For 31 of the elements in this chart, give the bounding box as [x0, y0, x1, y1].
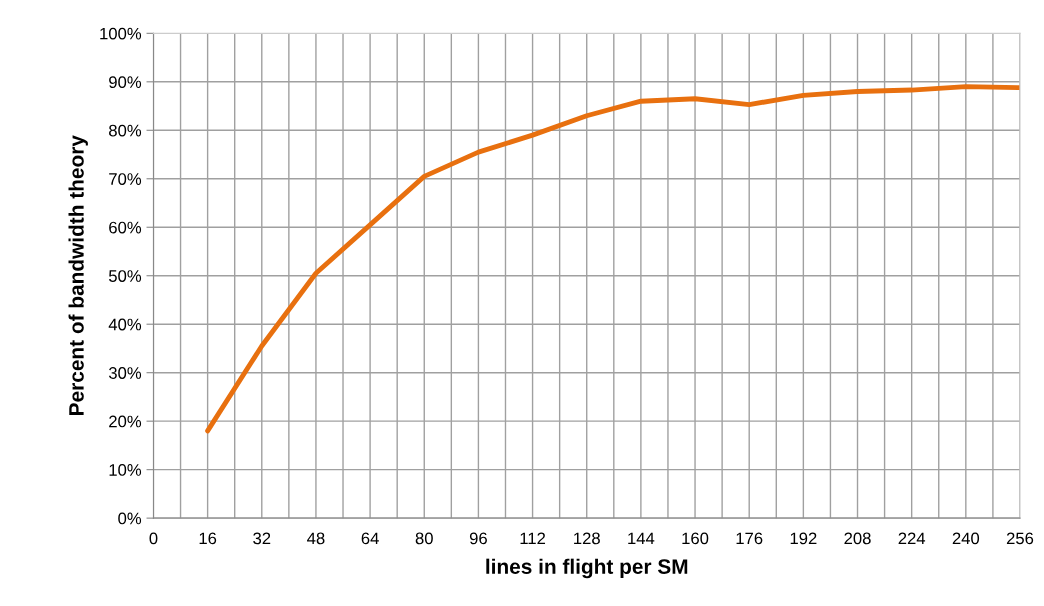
- x-tick-label: 160: [682, 532, 709, 545]
- y-tick-label: 40%: [108, 318, 142, 331]
- y-tick-label: 30%: [108, 367, 142, 379]
- x-tick-label: 64: [361, 532, 379, 545]
- y-tick-label: 20%: [109, 415, 142, 428]
- x-tick-label: 256: [1006, 532, 1034, 545]
- x-tick-label: 32: [253, 532, 271, 545]
- x-tick-label: 224: [898, 532, 926, 545]
- x-axis-title: lines in flight per SM: [486, 558, 688, 579]
- y-tick-label: 70%: [109, 173, 142, 185]
- x-tick-label: 16: [199, 532, 217, 545]
- y-tick-label: 0%: [118, 512, 142, 525]
- y-tick-label: 100%: [100, 27, 142, 40]
- x-tick-label: 0: [149, 532, 158, 545]
- x-tick-label: 128: [574, 532, 600, 545]
- line-series: [205, 84, 1020, 434]
- x-tick-label: 112: [520, 532, 546, 545]
- x-tick-label: 144: [628, 532, 655, 545]
- y-tick-label: 50%: [108, 270, 142, 282]
- y-tick-label: 10%: [109, 464, 142, 476]
- y-tick-label: 80%: [109, 124, 142, 137]
- y-tick-label: 90%: [109, 76, 142, 89]
- x-tick-label: 96: [469, 532, 487, 545]
- x-tick-label: 80: [415, 532, 433, 545]
- y-axis-title: Percent of bandwidth theory: [68, 135, 88, 415]
- y-tick-label: 60%: [109, 221, 142, 234]
- x-tick-label: 48: [307, 532, 325, 545]
- x-tick-label: 176: [736, 532, 763, 545]
- x-tick-label: 192: [790, 532, 817, 545]
- x-tick-label: 240: [952, 532, 980, 545]
- x-tick-label: 208: [844, 532, 871, 545]
